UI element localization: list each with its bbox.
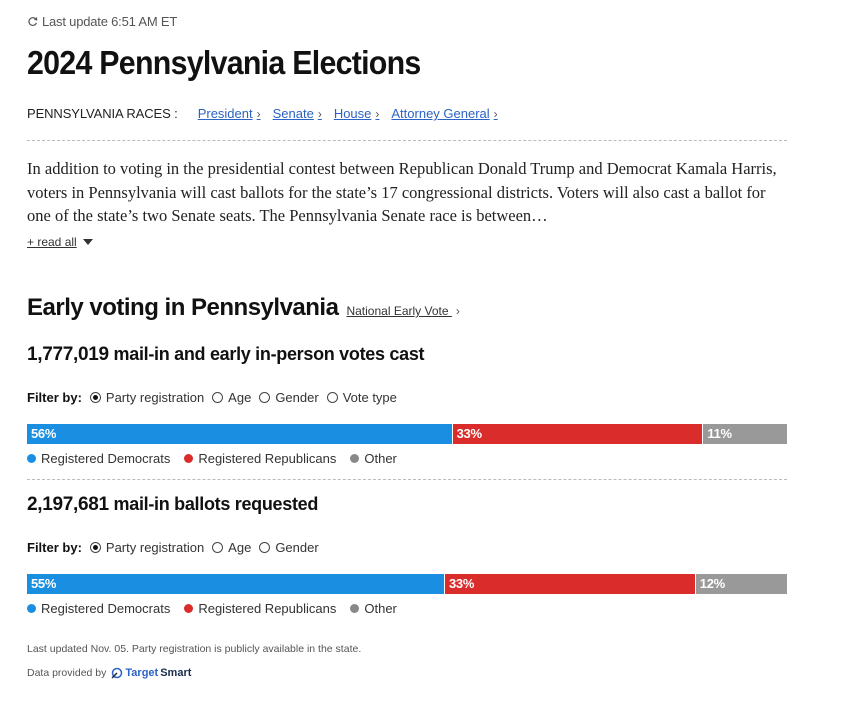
national-early-vote-link[interactable]: National Early Vote › xyxy=(346,304,460,318)
blue-dot-icon xyxy=(27,604,36,613)
provided-by-label: Data provided by xyxy=(27,667,107,679)
red-dot-icon xyxy=(184,454,194,463)
radio-icon xyxy=(212,392,224,403)
blue-dot-icon xyxy=(27,454,36,463)
chevron-right-icon: › xyxy=(317,106,322,121)
bar-segment-other: 12% xyxy=(695,574,787,594)
bar-segment-democrats: 55% xyxy=(27,574,445,594)
votes-cast-heading: 1,777,019 mail-in and early in-person vo… xyxy=(27,344,425,365)
race-link-attorney-general[interactable]: Attorney General › xyxy=(391,106,498,121)
radio-selected-icon xyxy=(89,392,101,403)
filter-label: Filter by: xyxy=(27,540,82,555)
intro-text: In addition to voting in the presidentia… xyxy=(27,159,777,225)
page-title: 2024 Pennsylvania Elections xyxy=(27,44,421,81)
caret-down-icon xyxy=(82,239,93,245)
ballots-requested-legend: Registered Democrats Registered Republic… xyxy=(27,601,397,616)
legend-item-other: Other xyxy=(350,451,397,466)
chevron-right-icon: › xyxy=(455,304,460,318)
race-link-senate[interactable]: Senate › xyxy=(272,106,322,121)
gray-dot-icon xyxy=(350,454,360,463)
ballots-requested-bar: 55% 33% 12% xyxy=(27,574,787,594)
race-link-president[interactable]: President › xyxy=(197,106,261,121)
divider xyxy=(27,479,787,480)
races-label: PENNSYLVANIA RACES : xyxy=(27,106,178,121)
red-dot-icon xyxy=(184,604,194,613)
last-update: Last update 6:51 AM ET xyxy=(27,14,177,29)
votes-cast-legend: Registered Democrats Registered Republic… xyxy=(27,451,397,466)
chevron-right-icon: › xyxy=(375,106,380,121)
bar-segment-republicans: 33% xyxy=(445,574,696,594)
bar-segment-republicans: 33% xyxy=(452,424,704,444)
divider xyxy=(27,140,787,141)
radio-icon xyxy=(212,542,224,553)
votes-cast-filter: Filter by: Party registration Age Gender… xyxy=(27,390,405,405)
bar-segment-democrats: 56% xyxy=(27,424,453,444)
data-provider: Data provided by Target Smart xyxy=(27,667,191,679)
ballots-requested-heading: 2,197,681 mail-in ballots requested xyxy=(27,494,319,515)
last-update-text: Last update 6:51 AM ET xyxy=(42,14,178,29)
filter-gender[interactable]: Gender xyxy=(259,540,319,555)
footnote: Last updated Nov. 05. Party registration… xyxy=(27,643,362,655)
filter-label: Filter by: xyxy=(27,390,82,405)
bar-segment-other: 11% xyxy=(703,424,787,444)
legend-item-republicans: Registered Republicans xyxy=(184,601,336,616)
legend-item-democrats: Registered Democrats xyxy=(27,601,170,616)
chevron-right-icon: › xyxy=(256,106,261,121)
radio-icon xyxy=(259,392,271,403)
refresh-icon[interactable] xyxy=(27,16,38,27)
radio-icon xyxy=(259,542,271,553)
radio-icon xyxy=(326,392,338,403)
legend-item-democrats: Registered Democrats xyxy=(27,451,170,466)
early-voting-title: Early voting in Pennsylvania National Ea… xyxy=(27,294,460,321)
targetsmart-icon xyxy=(111,667,123,679)
filter-party-registration[interactable]: Party registration xyxy=(89,540,204,555)
targetsmart-logo[interactable]: Target Smart xyxy=(111,667,191,679)
filter-party-registration[interactable]: Party registration xyxy=(89,390,204,405)
filter-gender[interactable]: Gender xyxy=(259,390,319,405)
votes-cast-bar: 56% 33% 11% xyxy=(27,424,787,444)
ballots-requested-filter: Filter by: Party registration Age Gender xyxy=(27,540,327,555)
filter-vote-type[interactable]: Vote type xyxy=(326,390,397,405)
read-all-label: + read all xyxy=(27,235,77,249)
legend-item-republicans: Registered Republicans xyxy=(184,451,336,466)
filter-age[interactable]: Age xyxy=(212,540,251,555)
race-link-house[interactable]: House › xyxy=(333,106,380,121)
read-all-toggle[interactable]: + read all xyxy=(27,235,93,249)
races-nav: PENNSYLVANIA RACES : President › Senate › … xyxy=(27,106,510,121)
legend-item-other: Other xyxy=(350,601,397,616)
chevron-right-icon: › xyxy=(493,106,498,121)
radio-selected-icon xyxy=(89,542,101,553)
filter-age[interactable]: Age xyxy=(212,390,251,405)
gray-dot-icon xyxy=(350,604,360,613)
